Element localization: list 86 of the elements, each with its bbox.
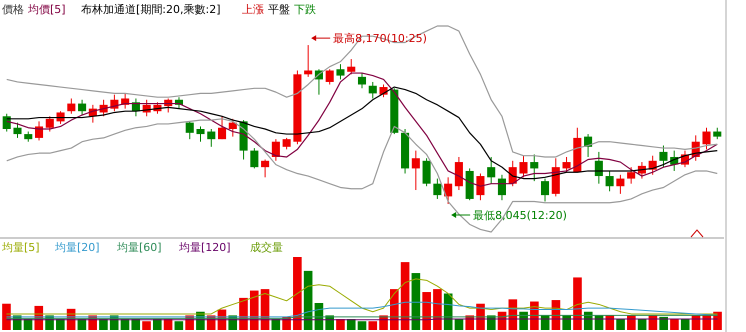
bar [573,277,582,330]
candlestick [519,155,528,178]
candlestick [67,98,76,114]
candlestick [336,64,345,80]
candlestick [207,128,216,148]
candlestick [433,178,442,200]
bar [272,319,280,330]
bar [174,321,184,330]
text: 均量[20] [54,241,100,254]
text: 均量[60] [116,241,162,254]
bar [152,319,162,330]
bar [670,319,679,330]
candlestick [186,120,194,140]
candlestick [616,174,624,194]
candlestick [250,148,258,169]
bar [400,262,410,330]
bar [99,319,108,330]
candlestick [261,159,270,178]
candlestick [594,151,603,184]
candlestick [476,173,484,201]
text: 最高8,170(10:25) [333,32,427,46]
candlestick [368,81,377,99]
bar [293,257,302,330]
candlestick [78,99,86,116]
text: 均價[5] [27,3,66,16]
bar [616,319,625,330]
bar [56,319,65,330]
candlestick [218,116,226,140]
bar [659,316,668,330]
candlestick [347,58,356,75]
text: 價格 [2,3,24,16]
candlestick [606,170,614,192]
candlestick [487,156,496,184]
candlestick [444,176,452,205]
text: 均量[5] [1,241,40,254]
bar [24,319,32,330]
candlestick [702,127,711,150]
candlestick [498,174,506,201]
text: 上漲 [242,3,264,16]
candlestick [358,72,366,89]
candlestick [530,154,538,182]
candlestick [13,122,22,138]
text: 最低8,045(12:20) [473,209,567,222]
bar [638,319,646,330]
bar [346,319,356,330]
bar [692,315,700,330]
bar [358,321,366,330]
bar [304,270,312,330]
candlestick [659,145,668,168]
bar [120,319,130,330]
candlestick [304,44,312,78]
bar [594,315,604,330]
candlestick [326,68,334,85]
candlestick [272,138,280,162]
bar [680,319,690,330]
candlestick [24,131,32,142]
candlestick [34,120,44,141]
bar [142,321,151,330]
candlestick [228,118,237,138]
bar [433,289,442,330]
bar [454,319,464,330]
candlestick [627,166,636,184]
bar [412,273,420,330]
bar [164,319,172,330]
bar [368,321,378,330]
bar [713,312,722,330]
bar [131,319,140,330]
candlestick [540,178,550,202]
candlestick [412,150,420,191]
text: 下跌 [294,3,316,16]
candlestick [713,127,722,140]
text: 均量[120] [178,241,231,254]
bar [78,319,86,330]
series-label: 成交量 [250,241,283,254]
bar [2,304,11,330]
candlestick [196,126,205,142]
text: 平盤 [268,3,290,16]
text: 布林加通道[期間:20,乘數:2] [81,3,220,16]
candlestick [2,113,11,132]
bar [336,319,345,330]
candlestick [562,156,571,173]
bar [422,292,431,330]
candlestick [584,134,592,158]
candlestick [282,137,291,150]
candlestick [46,116,54,132]
candlestick [422,158,431,187]
